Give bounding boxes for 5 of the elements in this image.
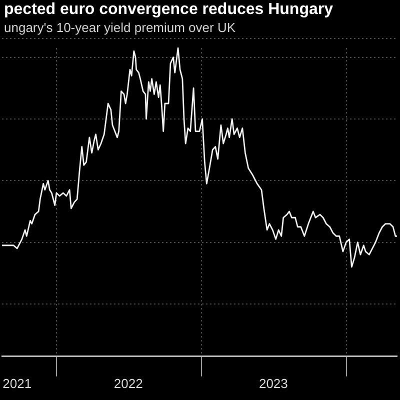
chart-subtitle: ungary's 10-year yield premium over UK — [4, 20, 236, 35]
x-tick-label: 2022 — [114, 376, 143, 391]
chart-title: pected euro convergence reduces Hungary — [4, 1, 333, 19]
x-tick-label: 2021 — [2, 376, 32, 391]
x-tick-label: 2023 — [258, 376, 288, 391]
